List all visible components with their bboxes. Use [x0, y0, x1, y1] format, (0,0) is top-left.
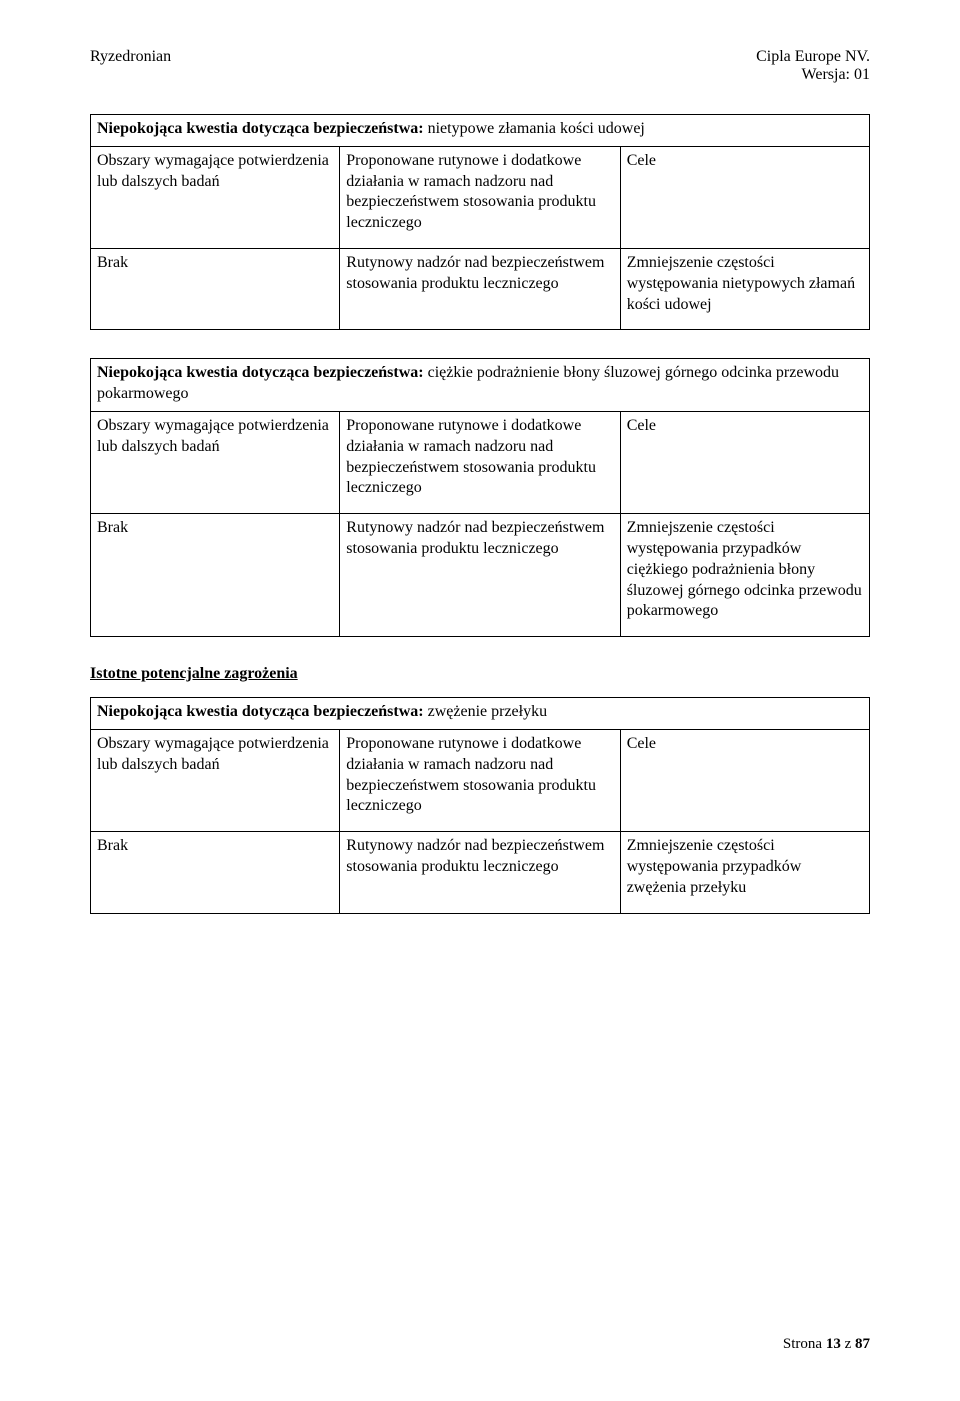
title-prefix: Niepokojąca kwestia dotycząca bezpieczeń… — [97, 120, 428, 137]
row-cell-result: Zmniejszenie częstości występowania przy… — [620, 832, 869, 913]
table-title-cell: Niepokojąca kwestia dotycząca bezpieczeń… — [91, 359, 870, 412]
row-cell-brak: Brak — [91, 514, 340, 637]
page-header: Ryzedronian Cipla Europe NV. Wersja: 01 — [90, 48, 870, 84]
col-header-3: Cele — [620, 411, 869, 513]
table-title-cell: Niepokojąca kwestia dotycząca bezpieczeń… — [91, 115, 870, 147]
table-title-cell: Niepokojąca kwestia dotycząca bezpieczeń… — [91, 698, 870, 730]
row-cell-brak: Brak — [91, 248, 340, 329]
title-prefix: Niepokojąca kwestia dotycząca bezpieczeń… — [97, 703, 428, 720]
col-header-2: Proponowane rutynowe i dodatkowe działan… — [340, 729, 620, 831]
footer-strona: Strona — [783, 1336, 826, 1352]
col-header-2: Proponowane rutynowe i dodatkowe działan… — [340, 411, 620, 513]
footer-page-num: 13 — [826, 1336, 841, 1352]
header-company: Cipla Europe NV. — [756, 48, 870, 66]
section-heading: Istotne potencjalne zagrożenia — [90, 665, 870, 683]
safety-table-1: Niepokojąca kwestia dotycząca bezpieczeń… — [90, 114, 870, 330]
safety-table-3: Niepokojąca kwestia dotycząca bezpieczeń… — [90, 697, 870, 913]
title-suffix: zwężenie przełyku — [428, 703, 547, 720]
col-header-1: Obszary wymagające potwierdzenia lub dal… — [91, 146, 340, 248]
title-prefix: Niepokojąca kwestia dotycząca bezpieczeń… — [97, 364, 428, 381]
col-header-2: Proponowane rutynowe i dodatkowe działan… — [340, 146, 620, 248]
row-cell-rutynowy: Rutynowy nadzór nad bezpieczeństwem stos… — [340, 248, 620, 329]
page-footer: Strona 13 z 87 — [783, 1336, 870, 1353]
row-cell-result: Zmniejszenie częstości występowania niet… — [620, 248, 869, 329]
col-header-3: Cele — [620, 729, 869, 831]
row-cell-result: Zmniejszenie częstości występowania przy… — [620, 514, 869, 637]
header-version: Wersja: 01 — [756, 66, 870, 84]
footer-z: z — [841, 1336, 855, 1352]
safety-table-2: Niepokojąca kwestia dotycząca bezpieczeń… — [90, 358, 870, 637]
col-header-1: Obszary wymagające potwierdzenia lub dal… — [91, 411, 340, 513]
title-suffix: nietypowe złamania kości udowej — [428, 120, 645, 137]
col-header-1: Obszary wymagające potwierdzenia lub dal… — [91, 729, 340, 831]
col-header-3: Cele — [620, 146, 869, 248]
row-cell-brak: Brak — [91, 832, 340, 913]
footer-total: 87 — [855, 1336, 870, 1352]
header-left: Ryzedronian — [90, 48, 171, 84]
row-cell-rutynowy: Rutynowy nadzór nad bezpieczeństwem stos… — [340, 514, 620, 637]
page-content: Niepokojąca kwestia dotycząca bezpieczeń… — [90, 114, 870, 914]
row-cell-rutynowy: Rutynowy nadzór nad bezpieczeństwem stos… — [340, 832, 620, 913]
header-right: Cipla Europe NV. Wersja: 01 — [756, 48, 870, 84]
